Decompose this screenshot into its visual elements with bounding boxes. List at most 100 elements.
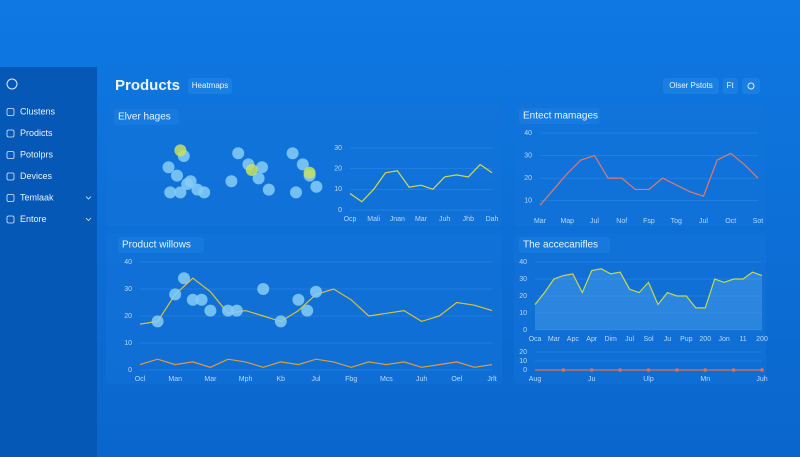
bubble bbox=[290, 186, 302, 199]
nav-icon bbox=[6, 108, 15, 116]
dot bbox=[589, 368, 594, 372]
x-tick-label: Apr bbox=[586, 336, 598, 343]
y-tick-label: 30 bbox=[524, 152, 532, 159]
x-tick-label: Ju bbox=[588, 376, 596, 383]
icon bbox=[747, 82, 755, 90]
tab-button[interactable] bbox=[188, 78, 232, 94]
x-tick-label: Jhb bbox=[463, 216, 474, 223]
x-tick-label: Mar bbox=[548, 336, 561, 343]
panel-title-bg bbox=[118, 237, 204, 253]
bubble bbox=[174, 186, 187, 199]
dot bbox=[731, 368, 736, 372]
nav-item[interactable]: Devices bbox=[20, 171, 53, 181]
nav-item[interactable]: Clustens bbox=[20, 106, 56, 116]
button-label: Olser Pstots bbox=[669, 81, 713, 90]
bubble bbox=[178, 272, 190, 285]
bubble bbox=[301, 304, 314, 317]
y-tick-label: 10 bbox=[524, 198, 532, 205]
x-tick-label: Mar bbox=[415, 216, 428, 223]
nav-item[interactable]: Prodicts bbox=[20, 128, 53, 138]
y-tick-label: 20 bbox=[519, 349, 527, 356]
bubble bbox=[225, 175, 238, 188]
bubble bbox=[257, 283, 270, 295]
nav-icon bbox=[6, 151, 15, 159]
bubble bbox=[195, 293, 208, 306]
x-tick-label: Jnan bbox=[390, 216, 405, 223]
y-tick-label: 40 bbox=[519, 259, 527, 266]
bubble bbox=[232, 147, 245, 160]
x-tick-label: 200 bbox=[699, 336, 711, 343]
nav-item[interactable]: Potolprs bbox=[20, 149, 54, 159]
bubble bbox=[184, 175, 197, 188]
button[interactable] bbox=[663, 78, 719, 94]
chevron bbox=[85, 196, 92, 200]
x-tick-label: Juh bbox=[756, 376, 767, 383]
y-tick-label: 0 bbox=[128, 367, 132, 374]
icon-button[interactable] bbox=[742, 78, 760, 94]
bubble bbox=[256, 161, 268, 174]
x-tick-label: Mar bbox=[204, 376, 217, 383]
panel-title-bg bbox=[519, 237, 611, 253]
panel-title: Elver hages bbox=[118, 112, 171, 123]
x-tick-label: Oel bbox=[451, 376, 462, 383]
x-tick-label: Oct bbox=[725, 218, 736, 225]
bubble bbox=[286, 147, 299, 160]
bubble bbox=[296, 158, 309, 171]
dot bbox=[646, 368, 651, 372]
x-tick-label: Pup bbox=[680, 336, 693, 343]
y-tick-label: 30 bbox=[124, 286, 132, 293]
line bbox=[539, 152, 759, 206]
y-tick-label: 30 bbox=[334, 145, 342, 152]
y-tick-label: 40 bbox=[524, 130, 532, 137]
x-tick-label: Jul bbox=[312, 376, 321, 383]
bubble bbox=[222, 304, 234, 317]
y-tick-label: 20 bbox=[124, 313, 132, 320]
panel bbox=[514, 234, 766, 384]
x-tick-label: Juh bbox=[416, 376, 427, 383]
bubble bbox=[310, 180, 323, 193]
nav-item[interactable]: Temlaak bbox=[20, 192, 54, 202]
dot bbox=[561, 368, 566, 372]
x-tick-label: Fbg bbox=[345, 376, 357, 383]
dot bbox=[618, 368, 622, 372]
bubble bbox=[162, 161, 175, 174]
y-tick-label: 40 bbox=[124, 259, 132, 266]
x-tick-label: Ulp bbox=[643, 376, 654, 383]
bubble bbox=[186, 293, 199, 306]
x-tick-label: Jul bbox=[699, 218, 708, 225]
bubble bbox=[310, 285, 322, 298]
button-label: Ft bbox=[726, 81, 734, 90]
x-tick-label: Man bbox=[168, 376, 182, 383]
bubble bbox=[245, 164, 258, 176]
y-tick-label: 10 bbox=[519, 358, 527, 365]
x-tick-label: Fsp bbox=[643, 218, 655, 225]
y-tick-label: 0 bbox=[523, 367, 527, 374]
y-tick-label: 0 bbox=[523, 327, 527, 334]
bubble bbox=[292, 293, 305, 306]
bubble bbox=[262, 183, 275, 196]
x-tick-label: Dim bbox=[604, 336, 617, 343]
bubble bbox=[198, 186, 211, 199]
panel-title: The accecanifles bbox=[523, 240, 598, 251]
x-tick-label: Dah bbox=[486, 216, 499, 223]
button[interactable] bbox=[723, 78, 738, 94]
x-tick-label: Nof bbox=[616, 218, 627, 225]
x-tick-label: Kb bbox=[277, 376, 286, 383]
bubble bbox=[204, 304, 217, 317]
nav-icon bbox=[6, 129, 15, 138]
x-tick-label: Jul bbox=[590, 218, 599, 225]
x-tick-label: Map bbox=[560, 218, 574, 225]
bubble bbox=[303, 166, 316, 179]
nav-icon bbox=[6, 172, 15, 181]
x-tick-label: Aug bbox=[529, 376, 542, 383]
info-icon[interactable] bbox=[6, 78, 18, 90]
nav-item[interactable]: Entore bbox=[20, 214, 47, 224]
tab-label: Heatmaps bbox=[192, 81, 228, 90]
y-tick-label: 20 bbox=[334, 166, 342, 173]
y-tick-label: 10 bbox=[519, 310, 527, 317]
area bbox=[535, 268, 762, 330]
chevron bbox=[85, 217, 92, 222]
dot bbox=[703, 368, 708, 372]
x-tick-label: Tog bbox=[671, 218, 682, 225]
